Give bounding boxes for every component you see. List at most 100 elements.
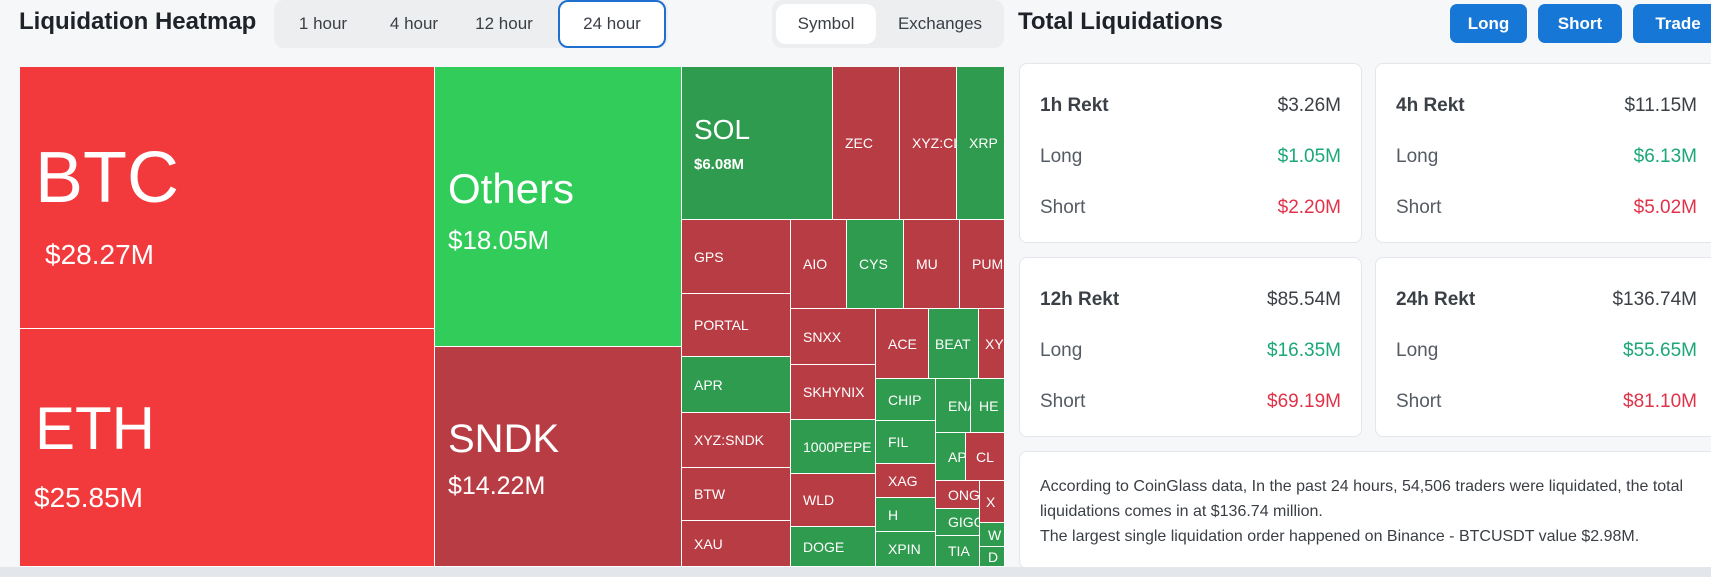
tile-symbol: BTC bbox=[35, 138, 179, 218]
tile-symbol: SKHYNIX bbox=[803, 384, 865, 400]
tile-symbol: XYZ:SNDK bbox=[694, 432, 765, 448]
tile-symbol: SOL bbox=[694, 114, 751, 145]
tile-symbol: XYZ bbox=[985, 335, 1004, 352]
view-selector: Symbol Exchanges bbox=[772, 0, 1004, 48]
tile-skhynix[interactable]: SKHYNIX bbox=[791, 365, 876, 420]
rekt-card-1h: 1h Rekt $3.26M Long $1.05M Short $2.20M bbox=[1019, 63, 1362, 243]
tile-symbol: PORTAL bbox=[694, 317, 749, 333]
short-label: Short bbox=[1396, 197, 1442, 218]
tile-symbol: W bbox=[988, 526, 1002, 543]
short-value: $2.20M bbox=[1277, 197, 1341, 218]
tile-portal[interactable]: PORTAL bbox=[682, 294, 791, 357]
tile-symbol: HE bbox=[979, 397, 999, 414]
tab-symbol[interactable]: Symbol bbox=[776, 4, 876, 44]
scrollbar-track[interactable] bbox=[0, 567, 1711, 577]
tile-1000pepe[interactable]: 1000PEPE bbox=[791, 420, 876, 474]
tile-snxx[interactable]: SNXX bbox=[791, 309, 876, 365]
short-value: $5.02M bbox=[1633, 197, 1697, 218]
liquidation-summary: According to CoinGlass data, In the past… bbox=[1019, 451, 1711, 569]
tile-w[interactable]: W bbox=[980, 523, 1005, 547]
rekt-label: 4h Rekt bbox=[1396, 95, 1465, 116]
tile-doge[interactable]: DOGE bbox=[791, 527, 876, 567]
long-label: Long bbox=[1040, 146, 1083, 167]
tile-symbol: XPIN bbox=[888, 541, 921, 557]
tile-chip[interactable]: CHIP bbox=[876, 379, 936, 421]
tile-d[interactable]: D bbox=[980, 547, 1005, 567]
long-label: Long bbox=[1396, 146, 1439, 167]
short-value: $81.10M bbox=[1623, 391, 1697, 412]
tile-xau[interactable]: XAU bbox=[682, 521, 791, 567]
heatmap-title: Liquidation Heatmap bbox=[19, 8, 257, 35]
rekt-total: $3.26M bbox=[1277, 95, 1341, 116]
long-value: $16.35M bbox=[1267, 340, 1341, 361]
tile-fil[interactable]: FIL bbox=[876, 421, 936, 464]
rekt-label: 12h Rekt bbox=[1040, 289, 1120, 310]
long-value: $55.65M bbox=[1623, 340, 1697, 361]
tile-gps[interactable]: GPS bbox=[682, 220, 791, 294]
tile-btw[interactable]: BTW bbox=[682, 468, 791, 521]
tile-xrp[interactable]: XRP bbox=[957, 67, 1005, 220]
short-label: Short bbox=[1396, 391, 1442, 412]
tile-btc[interactable]: BTC $28.27M bbox=[20, 67, 435, 329]
tile-giggle[interactable]: GIGGLE bbox=[936, 509, 980, 536]
tile-zec[interactable]: ZEC bbox=[833, 67, 900, 220]
tile-he[interactable]: HE bbox=[971, 379, 1005, 433]
tile-symbol: ENA bbox=[948, 397, 970, 414]
tile-ena[interactable]: ENA bbox=[936, 379, 971, 433]
tile-xyz-sndk[interactable]: XYZ:SNDK bbox=[682, 413, 791, 468]
total-liquidations-title: Total Liquidations bbox=[1018, 8, 1223, 35]
tile-symbol: XYZ:CL bbox=[912, 135, 957, 151]
trade-button[interactable]: Trade bbox=[1633, 4, 1711, 43]
short-label: Short bbox=[1040, 197, 1086, 218]
short-button[interactable]: Short bbox=[1538, 4, 1622, 43]
tile-symbol: ETH bbox=[35, 395, 155, 462]
tile-eth[interactable]: ETH $25.85M bbox=[20, 329, 435, 567]
tile-xyz-cl[interactable]: XYZ:CL bbox=[900, 67, 957, 220]
tile-symbol: BTW bbox=[694, 486, 726, 502]
tile-ace[interactable]: ACE bbox=[876, 309, 929, 379]
tile-xpin[interactable]: XPIN bbox=[876, 532, 936, 567]
timeframe-selector: 1 hour 4 hour 12 hour 24 hour bbox=[274, 0, 668, 48]
rekt-total: $136.74M bbox=[1612, 289, 1697, 310]
tile-sndk[interactable]: SNDK $14.22M bbox=[435, 347, 682, 567]
tile-symbol: BEAT bbox=[935, 335, 971, 352]
tile-apr[interactable]: APR bbox=[682, 357, 791, 413]
tile-h[interactable]: H bbox=[876, 498, 936, 532]
tile-symbol: H bbox=[888, 506, 899, 523]
tile-ong[interactable]: ONG bbox=[936, 481, 980, 509]
tile-beat[interactable]: BEAT bbox=[929, 309, 979, 379]
tile-cl[interactable]: CL bbox=[966, 433, 1005, 481]
tile-wld[interactable]: WLD bbox=[791, 474, 876, 527]
tile-value: $18.05M bbox=[448, 225, 550, 255]
long-label: Long bbox=[1396, 340, 1439, 361]
tab-1-hour[interactable]: 1 hour bbox=[298, 14, 348, 33]
tile-xag[interactable]: XAG bbox=[876, 464, 936, 498]
tile-symbol: FIL bbox=[888, 434, 909, 450]
tile-symbol: PUMP bbox=[972, 256, 1004, 272]
rekt-total: $85.54M bbox=[1267, 289, 1341, 310]
tile-pump[interactable]: PUMP bbox=[960, 220, 1005, 309]
tile-symbol: Others bbox=[448, 165, 575, 212]
tile-aio[interactable]: AIO bbox=[791, 220, 847, 309]
tile-x[interactable]: X bbox=[980, 481, 1005, 523]
tile-symbol: XAG bbox=[888, 472, 918, 489]
tile-xyz[interactable]: XYZ bbox=[979, 309, 1005, 379]
tile-mu[interactable]: MU bbox=[904, 220, 960, 309]
tile-apt[interactable]: APT bbox=[936, 433, 966, 481]
summary-largest-order: The largest single liquidation order hap… bbox=[1040, 528, 1640, 545]
tile-symbol: CL bbox=[976, 448, 994, 465]
long-button[interactable]: Long bbox=[1450, 4, 1527, 43]
tab-12-hour[interactable]: 12 hour bbox=[475, 14, 533, 33]
tile-others[interactable]: Others $18.05M bbox=[435, 67, 682, 347]
tab-24-hour[interactable]: 24 hour bbox=[558, 0, 666, 48]
tile-symbol: DOGE bbox=[803, 538, 845, 555]
tile-value: $28.27M bbox=[45, 239, 154, 270]
tile-sol[interactable]: SOL $6.08M bbox=[682, 67, 833, 220]
tile-tia[interactable]: TIA bbox=[936, 536, 980, 567]
tab-4-hour[interactable]: 4 hour bbox=[389, 14, 439, 33]
tab-exchanges[interactable]: Exchanges bbox=[897, 14, 983, 33]
tile-cys[interactable]: CYS bbox=[847, 220, 904, 309]
long-value: $1.05M bbox=[1277, 146, 1341, 167]
tile-symbol: ACE bbox=[888, 335, 917, 352]
rekt-card-12h: 12h Rekt $85.54M Long $16.35M Short $69.19M bbox=[1019, 257, 1362, 437]
